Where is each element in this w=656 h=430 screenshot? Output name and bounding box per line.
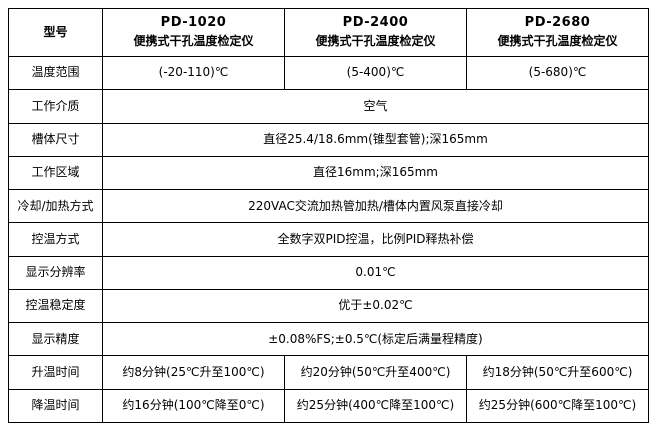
model-subtitle: 便携式干孔温度检定仪 (497, 34, 618, 49)
table-body: 温度范围 (-20-110)℃ (5-400)℃ (5-680)℃ 工作介质 空气 槽体尺寸… (8, 55, 649, 424)
row-value: 约18分钟(50℃升至600℃) (466, 355, 649, 390)
table-row: 工作区域 直径16mm;深165mm (8, 155, 649, 191)
row-label: 冷却/加热方式 (8, 189, 103, 224)
row-value: 约25分钟(600℃降至100℃) (466, 388, 649, 424)
model-name: PD-1020 (160, 15, 227, 31)
model-name: PD-2680 (524, 15, 591, 31)
row-value: 约8分钟(25℃升至100℃) (102, 355, 285, 390)
header-col-pd2400: PD-2400 便携式干孔温度检定仪 (284, 8, 467, 57)
row-label: 温度范围 (8, 55, 103, 91)
spec-table: 型号 PD-1020 便携式干孔温度检定仪 PD-2400 便携式干孔温度检定仪… (8, 8, 649, 424)
header-row: 型号 PD-1020 便携式干孔温度检定仪 PD-2400 便携式干孔温度检定仪… (8, 8, 649, 57)
table-row: 槽体尺寸 直径25.4/18.6mm(锥型套管);深165mm (8, 122, 649, 157)
row-value-merged: 220VAC交流加热管加热/槽体内置风泵直接冷却 (102, 189, 649, 224)
table-row: 显示分辨率 0.01℃ (8, 255, 649, 290)
row-value-merged: 0.01℃ (102, 255, 649, 290)
row-label: 工作介质 (8, 89, 103, 124)
row-value-merged: 直径16mm;深165mm (102, 155, 649, 191)
table-row: 升温时间 约8分钟(25℃升至100℃) 约20分钟(50℃升至400℃) 约18分钟… (8, 355, 649, 390)
model-subtitle: 便携式干孔温度检定仪 (315, 34, 436, 49)
row-label: 显示精度 (8, 322, 103, 357)
row-label: 工作区域 (8, 155, 103, 191)
header-col-pd2680: PD-2680 便携式干孔温度检定仪 (466, 8, 649, 57)
row-value: 约20分钟(50℃升至400℃) (284, 355, 467, 390)
row-value-merged: 直径25.4/18.6mm(锥型套管);深165mm (102, 122, 649, 157)
model-subtitle: 便携式干孔温度检定仪 (133, 34, 254, 49)
row-value-merged: 全数字双PID控温，比例PID释热补偿 (102, 222, 649, 257)
row-label: 显示分辨率 (8, 255, 103, 290)
row-label: 控温方式 (8, 222, 103, 257)
row-value-merged: 空气 (102, 89, 649, 124)
row-label: 升温时间 (8, 355, 103, 390)
row-value: (5-400)℃ (284, 55, 467, 91)
header-col-pd1020: PD-1020 便携式干孔温度检定仪 (102, 8, 285, 57)
table-row: 工作介质 空气 (8, 89, 649, 124)
row-label: 控温稳定度 (8, 288, 103, 324)
row-value-merged: ±0.08%FS;±0.5℃(标定后满量程精度) (102, 322, 649, 357)
model-name: PD-2400 (342, 15, 409, 31)
table-header: 型号 PD-1020 便携式干孔温度检定仪 PD-2400 便携式干孔温度检定仪… (8, 8, 649, 57)
table-row: 温度范围 (-20-110)℃ (5-400)℃ (5-680)℃ (8, 55, 649, 91)
table-row: 控温稳定度 优于±0.02℃ (8, 288, 649, 324)
header-model-label: 型号 (8, 8, 103, 57)
row-value: 约25分钟(400℃降至100℃) (284, 388, 467, 424)
table-row: 控温方式 全数字双PID控温，比例PID释热补偿 (8, 222, 649, 257)
row-value: 约16分钟(100℃降至0℃) (102, 388, 285, 424)
row-label: 降温时间 (8, 388, 103, 424)
row-value: (5-680)℃ (466, 55, 649, 91)
row-label: 槽体尺寸 (8, 122, 103, 157)
row-value-merged: 优于±0.02℃ (102, 288, 649, 324)
row-value: (-20-110)℃ (102, 55, 285, 91)
table-row: 降温时间 约16分钟(100℃降至0℃) 约25分钟(400℃降至100℃) 约25分… (8, 388, 649, 424)
table-row: 冷却/加热方式 220VAC交流加热管加热/槽体内置风泵直接冷却 (8, 189, 649, 224)
table-row: 显示精度 ±0.08%FS;±0.5℃(标定后满量程精度) (8, 322, 649, 357)
